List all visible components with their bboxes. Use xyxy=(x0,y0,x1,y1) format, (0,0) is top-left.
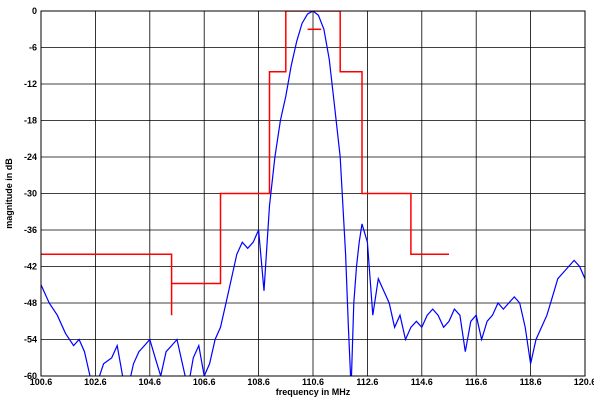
y-ticks: 0 -6 -12 -18 -24 -30 -36 -42 -48 -54 -60 xyxy=(24,6,37,381)
x-tick-label-0: 100.6 xyxy=(30,377,53,387)
y-tick-label-1: -6 xyxy=(29,43,37,53)
series-layer xyxy=(41,11,585,376)
x-tick-label-9: 118.6 xyxy=(520,377,542,387)
y-tick-label-2: -12 xyxy=(24,79,37,89)
x-tick-label-3: 106.6 xyxy=(193,377,216,387)
y-tick-label-10: -60 xyxy=(24,371,37,381)
y-tick-label-0: 0 xyxy=(32,6,37,16)
y-tick-label-6: -36 xyxy=(24,225,37,235)
x-tick-label-8: 116.6 xyxy=(465,377,487,387)
y-tick-label-4: -24 xyxy=(24,152,37,162)
y-tick-label-7: -42 xyxy=(24,262,37,272)
y-tick-label-3: -18 xyxy=(24,116,37,126)
x-axis-label: frequency in MHz xyxy=(276,387,351,397)
series-mask-line xyxy=(41,11,449,316)
x-tick-label-1: 102.6 xyxy=(84,377,107,387)
series-response-line xyxy=(41,11,585,376)
x-tick-label-10: 120.6 xyxy=(574,377,594,387)
y-tick-label-5: -30 xyxy=(24,189,37,199)
plot-frame xyxy=(40,10,586,377)
y-tick-label-9: -54 xyxy=(24,335,37,345)
x-tick-label-7: 114.6 xyxy=(411,377,433,387)
x-ticks: 100.6 102.6 104.6 106.6 108.6 110.6 112.6 114.6… xyxy=(30,377,594,387)
grid xyxy=(40,10,586,377)
x-tick-label-2: 104.6 xyxy=(139,377,162,387)
x-tick-label-4: 108.6 xyxy=(247,377,270,387)
y-axis-label: magnitude in dB xyxy=(4,158,14,229)
y-tick-label-8: -48 xyxy=(24,298,37,308)
x-tick-label-5: 110.6 xyxy=(302,377,324,387)
x-tick-label-6: 112.6 xyxy=(356,377,378,387)
